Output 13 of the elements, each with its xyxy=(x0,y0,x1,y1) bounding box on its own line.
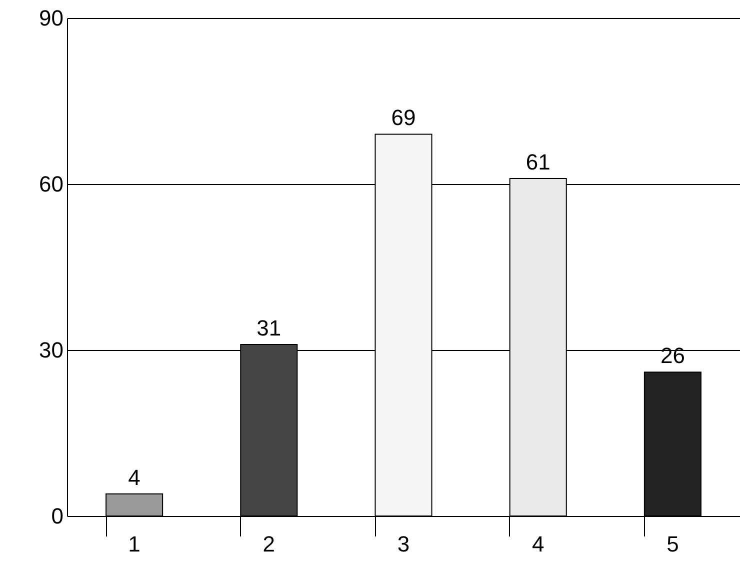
x-tick-label: 5 xyxy=(666,532,679,556)
data-label: 61 xyxy=(526,149,550,174)
data-label: 69 xyxy=(391,105,416,130)
data-label: 4 xyxy=(128,464,140,490)
y-tick-label: 90 xyxy=(39,6,64,30)
y-tick-label: 0 xyxy=(51,504,64,528)
x-tick-label: 4 xyxy=(532,532,544,556)
x-tick-label: 1 xyxy=(128,532,140,556)
x-tick-label: 2 xyxy=(262,532,276,556)
data-label: 31 xyxy=(256,315,282,340)
x-tick-label: 3 xyxy=(397,532,410,556)
y-tick-label: 30 xyxy=(39,338,64,362)
y-tick-label: 60 xyxy=(39,172,64,196)
